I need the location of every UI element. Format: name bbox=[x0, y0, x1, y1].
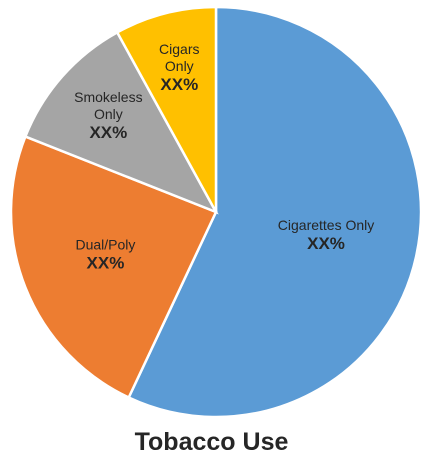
slice-value-smokeless-only: XX% bbox=[89, 123, 127, 142]
chart-title: Tobacco Use bbox=[134, 428, 289, 456]
slice-label-cigarettes-only: Cigarettes Only bbox=[278, 217, 374, 233]
slice-value-cigars-only: XX% bbox=[160, 75, 198, 94]
slice-label-smokeless-only: Only bbox=[94, 106, 123, 122]
slice-label-smokeless-only: Smokeless bbox=[74, 89, 142, 105]
pie-labels: Cigarettes OnlyXX%Dual/PolyXX%SmokelessO… bbox=[74, 41, 374, 272]
slice-label-dual-poly: Dual/Poly bbox=[75, 236, 135, 252]
slice-label-cigars-only: Cigars bbox=[159, 41, 199, 57]
pie-slice-cigars-only bbox=[115, 5, 218, 213]
slice-label-cigars-only: Only bbox=[165, 58, 194, 74]
slice-value-dual-poly: XX% bbox=[87, 253, 125, 272]
pie-slice-dual-poly bbox=[9, 134, 218, 400]
pie-slices bbox=[9, 5, 423, 419]
slice-value-cigarettes-only: XX% bbox=[307, 234, 345, 253]
pie-slice-smokeless-only bbox=[23, 30, 219, 215]
pie-slice-cigarettes-only bbox=[127, 5, 423, 419]
